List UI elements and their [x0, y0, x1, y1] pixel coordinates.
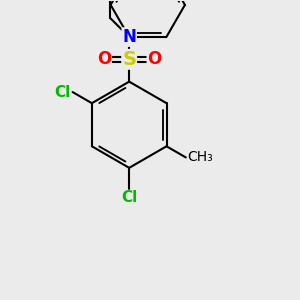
Text: N: N [122, 28, 136, 46]
Text: O: O [147, 50, 162, 68]
Text: S: S [122, 50, 136, 69]
Text: CH₃: CH₃ [187, 150, 213, 164]
Text: O: O [97, 50, 111, 68]
Text: Cl: Cl [121, 190, 137, 205]
Text: Cl: Cl [54, 85, 70, 100]
